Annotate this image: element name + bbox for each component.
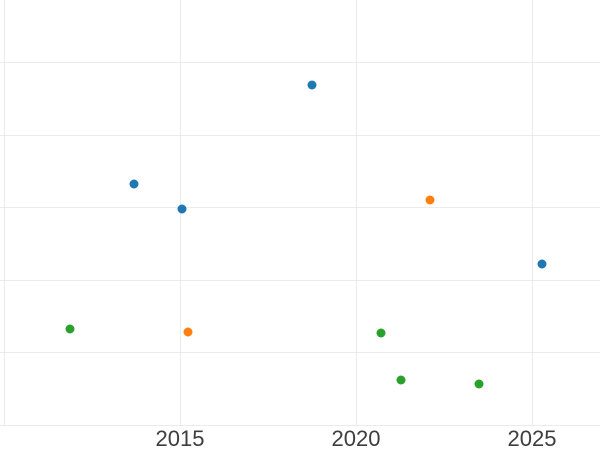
scatter-point-series-blue: [537, 259, 547, 269]
gridline-horizontal-5: [0, 62, 600, 63]
gridline-vertical-2010: [4, 0, 5, 425]
scatter-point-series-blue: [307, 80, 317, 89]
gridline-horizontal-0: [0, 425, 600, 426]
gridline-vertical-2020: [356, 0, 357, 425]
gridline-horizontal-4: [0, 134, 600, 136]
scatter-point-series-green: [65, 324, 75, 334]
x-tick-label-2015: 2015: [155, 426, 205, 450]
gridline-horizontal-1: [0, 352, 600, 354]
gridline-horizontal-3: [0, 207, 600, 209]
x-tick-label-2025: 2025: [507, 426, 557, 450]
scatter-point-series-orange: [425, 195, 435, 205]
gridline-vertical-2025: [532, 0, 533, 425]
gridline-horizontal-2: [0, 279, 600, 281]
x-tick-label-2020: 2020: [331, 426, 381, 450]
scatter-point-series-blue: [177, 204, 187, 214]
scatter-point-series-green: [474, 379, 484, 389]
scatter-point-series-green: [376, 328, 386, 338]
scatter-point-series-orange: [183, 327, 193, 337]
scatter-point-series-green: [396, 375, 406, 385]
scatter-point-series-blue: [129, 179, 139, 189]
